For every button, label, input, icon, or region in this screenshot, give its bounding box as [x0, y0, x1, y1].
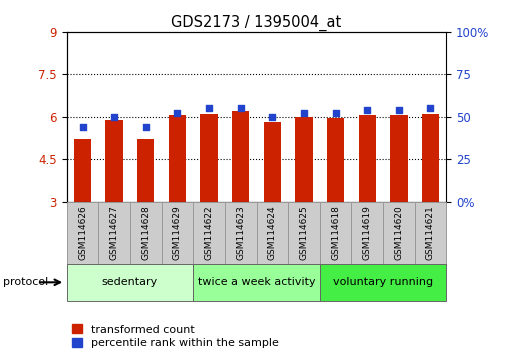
FancyBboxPatch shape [193, 264, 320, 301]
Text: GSM114629: GSM114629 [173, 205, 182, 260]
Point [236, 105, 245, 111]
Point [394, 107, 403, 113]
FancyBboxPatch shape [383, 202, 415, 264]
FancyBboxPatch shape [351, 202, 383, 264]
Point [300, 110, 308, 116]
Text: GSM114627: GSM114627 [110, 205, 119, 260]
FancyBboxPatch shape [415, 202, 446, 264]
Bar [169, 115, 186, 202]
Point [110, 114, 118, 120]
Text: GSM114624: GSM114624 [268, 205, 277, 260]
Bar [106, 120, 123, 202]
Text: GSM114626: GSM114626 [78, 205, 87, 260]
Point [363, 107, 371, 113]
Text: GSM114625: GSM114625 [300, 205, 308, 260]
Title: GDS2173 / 1395004_at: GDS2173 / 1395004_at [171, 14, 342, 30]
Point [331, 110, 340, 116]
Point [78, 124, 87, 130]
FancyBboxPatch shape [130, 202, 162, 264]
Text: protocol: protocol [3, 277, 48, 287]
Bar [359, 115, 376, 202]
FancyBboxPatch shape [320, 264, 446, 301]
Bar [264, 122, 281, 202]
FancyBboxPatch shape [193, 202, 225, 264]
Text: GSM114619: GSM114619 [363, 205, 372, 260]
Point [142, 124, 150, 130]
Text: GSM114620: GSM114620 [394, 205, 403, 260]
Point [173, 110, 182, 116]
Legend: transformed count, percentile rank within the sample: transformed count, percentile rank withi… [72, 324, 279, 348]
Text: twice a week activity: twice a week activity [198, 277, 315, 287]
Bar [232, 111, 249, 202]
Point [268, 114, 277, 120]
Point [426, 105, 435, 111]
FancyBboxPatch shape [320, 202, 351, 264]
FancyBboxPatch shape [288, 202, 320, 264]
Bar [201, 114, 218, 202]
FancyBboxPatch shape [256, 202, 288, 264]
Text: GSM114621: GSM114621 [426, 205, 435, 260]
FancyBboxPatch shape [98, 202, 130, 264]
FancyBboxPatch shape [162, 202, 193, 264]
Text: GSM114622: GSM114622 [205, 205, 213, 260]
FancyBboxPatch shape [225, 202, 256, 264]
Bar [137, 139, 154, 202]
Text: GSM114628: GSM114628 [141, 205, 150, 260]
Bar [390, 115, 407, 202]
FancyBboxPatch shape [67, 202, 98, 264]
Bar [422, 114, 439, 202]
FancyBboxPatch shape [67, 264, 193, 301]
Text: sedentary: sedentary [102, 277, 158, 287]
Bar [295, 117, 312, 202]
Text: GSM114623: GSM114623 [236, 205, 245, 260]
Point [205, 105, 213, 111]
Bar [74, 139, 91, 202]
Text: GSM114618: GSM114618 [331, 205, 340, 260]
Text: voluntary running: voluntary running [333, 277, 433, 287]
Bar [327, 118, 344, 202]
